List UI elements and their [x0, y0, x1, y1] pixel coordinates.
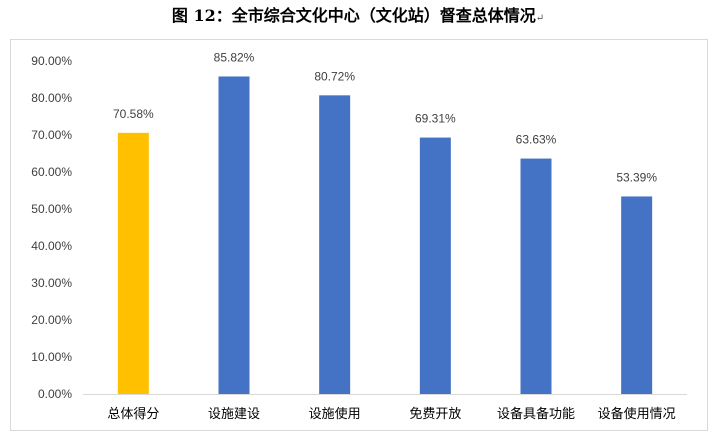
y-tick-label: 20.00%: [31, 313, 72, 327]
y-tick-label: 90.00%: [31, 54, 72, 68]
bar-5: [520, 158, 552, 394]
bar-6: [621, 196, 653, 394]
bar-chart: 0.00% 10.00% 20.00% 30.00% 40.00% 50.00% 60.00…: [31, 50, 687, 422]
x-category-label: 设施使用: [309, 406, 361, 422]
x-category-label: 设施建设: [208, 407, 260, 422]
y-tick-label: 30.00%: [31, 276, 72, 290]
x-category-label: 设备使用情况: [598, 406, 676, 422]
y-tick-label: 10.00%: [31, 350, 72, 364]
data-label: 69.31%: [415, 112, 456, 126]
x-category-label: 设备具备功能: [497, 406, 575, 422]
y-tick-label: 40.00%: [31, 239, 72, 253]
y-tick-label: 50.00%: [31, 202, 72, 216]
y-tick-label: 80.00%: [31, 91, 72, 105]
chart-frame: 0.00% 10.00% 20.00% 30.00% 40.00% 50.00% 60.00…: [10, 39, 708, 431]
bar-2: [218, 76, 250, 394]
y-tick-label: 0.00%: [38, 387, 72, 401]
data-label: 80.72%: [314, 69, 355, 83]
x-category-label: 总体得分: [107, 406, 159, 422]
y-tick-label: 70.00%: [31, 128, 72, 142]
chart-title-text: 图 12：全市综合文化中心（文化站）督查总体情况: [171, 6, 536, 25]
bar-1: [117, 132, 149, 394]
data-label: 70.58%: [113, 107, 154, 121]
bar-3: [319, 95, 351, 394]
data-label: 63.63%: [516, 133, 557, 147]
x-category-label: 免费开放: [409, 407, 461, 422]
data-label: 53.39%: [616, 170, 657, 184]
y-tick-label: 60.00%: [31, 165, 72, 179]
paragraph-mark-icon: ↵: [535, 13, 545, 24]
bar-4: [419, 137, 451, 394]
data-label: 85.82%: [214, 50, 255, 64]
chart-title: 图 12：全市综合文化中心（文化站）督查总体情况↵: [0, 4, 716, 31]
